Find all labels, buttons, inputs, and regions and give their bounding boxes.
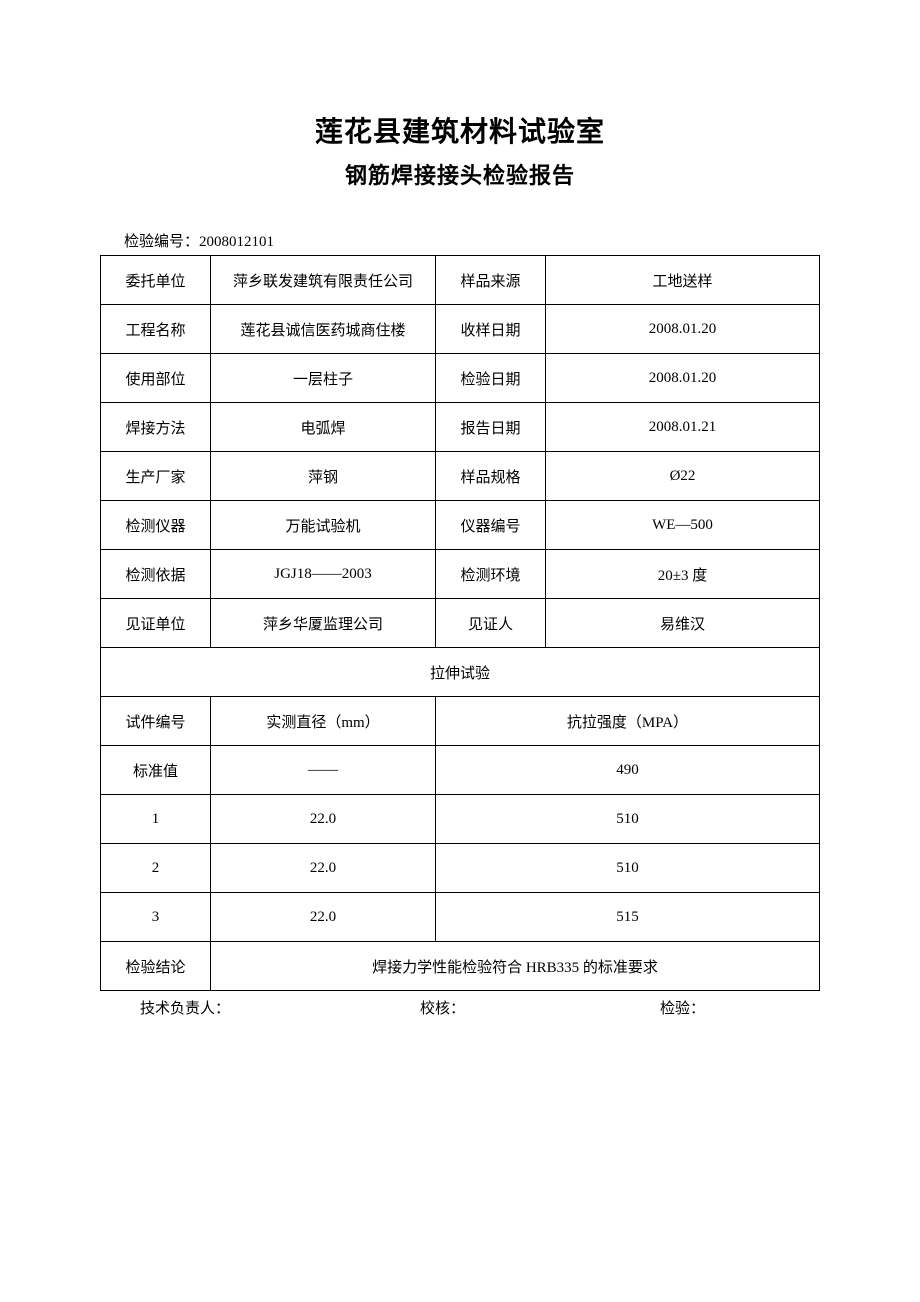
info-label: 收样日期 (436, 305, 546, 354)
info-label: 样品规格 (436, 452, 546, 501)
info-label: 检验日期 (436, 354, 546, 403)
footer-signatures: 技术负责人： 校核： 检验： (100, 997, 820, 1018)
info-value: 莲花县诚信医药城商住楼 (211, 305, 436, 354)
info-label: 检测环境 (436, 550, 546, 599)
tensile-diameter: 22.0 (211, 844, 436, 893)
tensile-col-header-id: 试件编号 (101, 697, 211, 746)
tensile-diameter: 22.0 (211, 893, 436, 942)
tensile-data-row: 1 22.0 510 (101, 795, 820, 844)
tensile-strength: 490 (436, 746, 820, 795)
report-page: 莲花县建筑材料试验室 钢筋焊接接头检验报告 检验编号：2008012101 委托… (0, 0, 920, 1078)
report-number-label: 检验编号： (124, 234, 199, 250)
info-row: 检测仪器 万能试验机 仪器编号 WE—500 (101, 501, 820, 550)
tensile-col-header-diameter: 实测直径（mm） (211, 697, 436, 746)
info-row: 工程名称 莲花县诚信医药城商住楼 收样日期 2008.01.20 (101, 305, 820, 354)
info-label: 焊接方法 (101, 403, 211, 452)
info-label: 生产厂家 (101, 452, 211, 501)
info-value: 20±3 度 (546, 550, 820, 599)
tensile-id: 标准值 (101, 746, 211, 795)
tensile-data-row: 标准值 —— 490 (101, 746, 820, 795)
footer-tech-lead: 技术负责人： (140, 997, 420, 1018)
info-value: 萍乡联发建筑有限责任公司 (211, 256, 436, 305)
info-row: 生产厂家 萍钢 样品规格 Ø22 (101, 452, 820, 501)
tensile-header-row: 试件编号 实测直径（mm） 抗拉强度（MPA） (101, 697, 820, 746)
tensile-strength: 510 (436, 795, 820, 844)
tensile-col-header-strength: 抗拉强度（MPA） (436, 697, 820, 746)
report-number-value: 2008012101 (199, 234, 274, 250)
info-label: 仪器编号 (436, 501, 546, 550)
info-label: 工程名称 (101, 305, 211, 354)
info-label: 报告日期 (436, 403, 546, 452)
tensile-id: 3 (101, 893, 211, 942)
conclusion-label: 检验结论 (101, 942, 211, 991)
info-label: 使用部位 (101, 354, 211, 403)
tensile-data-row: 3 22.0 515 (101, 893, 820, 942)
tensile-strength: 515 (436, 893, 820, 942)
info-row: 委托单位 萍乡联发建筑有限责任公司 样品来源 工地送样 (101, 256, 820, 305)
info-row: 使用部位 一层柱子 检验日期 2008.01.20 (101, 354, 820, 403)
report-table: 委托单位 萍乡联发建筑有限责任公司 样品来源 工地送样 工程名称 莲花县诚信医药… (100, 255, 820, 991)
tensile-strength: 510 (436, 844, 820, 893)
title-main: 莲花县建筑材料试验室 (100, 110, 820, 150)
info-label: 检测仪器 (101, 501, 211, 550)
title-sub: 钢筋焊接接头检验报告 (100, 158, 820, 190)
tensile-section-title: 拉伸试验 (101, 648, 820, 697)
info-row: 焊接方法 电弧焊 报告日期 2008.01.21 (101, 403, 820, 452)
info-label: 委托单位 (101, 256, 211, 305)
info-value: 工地送样 (546, 256, 820, 305)
info-value: 易维汉 (546, 599, 820, 648)
info-label: 样品来源 (436, 256, 546, 305)
conclusion-value: 焊接力学性能检验符合 HRB335 的标准要求 (211, 942, 820, 991)
tensile-diameter: —— (211, 746, 436, 795)
conclusion-row: 检验结论 焊接力学性能检验符合 HRB335 的标准要求 (101, 942, 820, 991)
tensile-section-header-row: 拉伸试验 (101, 648, 820, 697)
footer-inspector: 检验： (660, 997, 705, 1018)
info-value: 一层柱子 (211, 354, 436, 403)
info-value: WE—500 (546, 501, 820, 550)
info-value: 2008.01.20 (546, 354, 820, 403)
info-value: 电弧焊 (211, 403, 436, 452)
tensile-id: 2 (101, 844, 211, 893)
info-label: 见证单位 (101, 599, 211, 648)
info-value: 萍乡华厦监理公司 (211, 599, 436, 648)
info-row: 检测依据 JGJ18——2003 检测环境 20±3 度 (101, 550, 820, 599)
tensile-data-row: 2 22.0 510 (101, 844, 820, 893)
info-value: 萍钢 (211, 452, 436, 501)
info-label: 检测依据 (101, 550, 211, 599)
report-number-line: 检验编号：2008012101 (124, 230, 820, 251)
tensile-id: 1 (101, 795, 211, 844)
info-label: 见证人 (436, 599, 546, 648)
info-value: 万能试验机 (211, 501, 436, 550)
footer-checker: 校核： (420, 997, 660, 1018)
info-value: 2008.01.21 (546, 403, 820, 452)
info-row: 见证单位 萍乡华厦监理公司 见证人 易维汉 (101, 599, 820, 648)
info-value: JGJ18——2003 (211, 550, 436, 599)
info-value: Ø22 (546, 452, 820, 501)
info-value: 2008.01.20 (546, 305, 820, 354)
tensile-diameter: 22.0 (211, 795, 436, 844)
